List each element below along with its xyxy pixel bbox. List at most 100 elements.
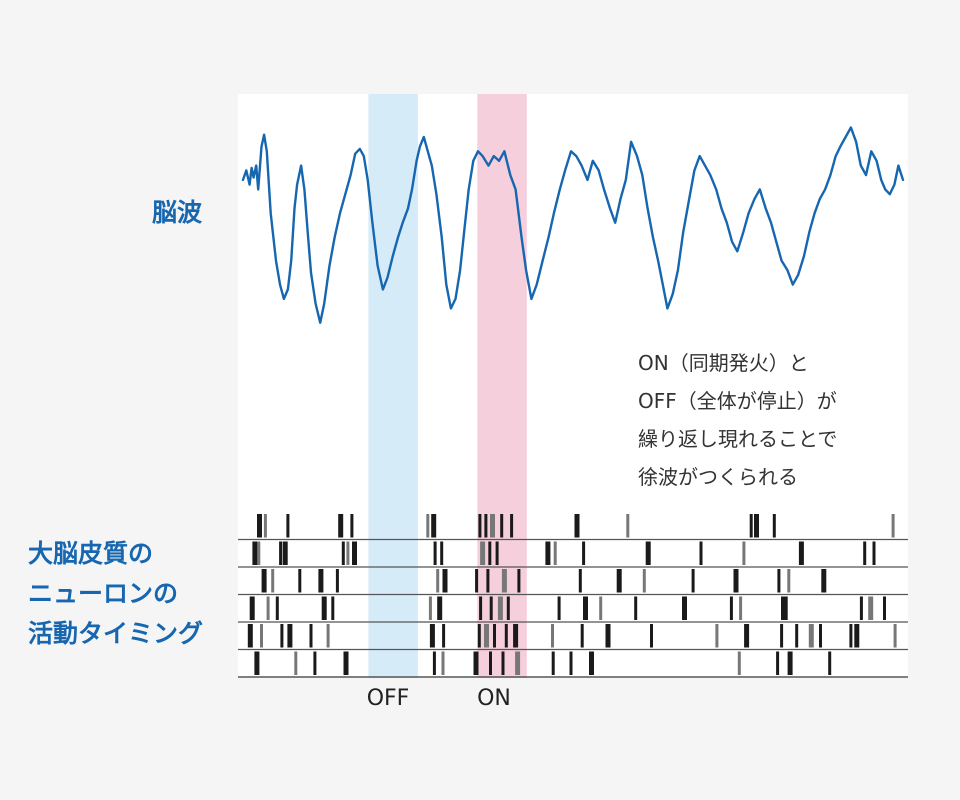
spike-mark	[426, 514, 430, 538]
spike-mark	[872, 541, 876, 565]
spike-mark	[517, 569, 521, 593]
eeg-plot	[241, 126, 905, 324]
spike-mark	[486, 569, 490, 593]
spike-mark	[574, 514, 580, 538]
annotation-line-3: 繰り返し現れることで	[638, 427, 838, 451]
spike-mark	[257, 514, 262, 538]
spike-mark	[313, 651, 317, 675]
spike-mark	[551, 624, 554, 648]
spike-mark	[682, 596, 687, 620]
spike-mark	[350, 514, 354, 538]
spike-mark	[787, 569, 791, 593]
annotation-line-1: ON（同期発火）と	[638, 351, 809, 375]
spike-mark	[247, 624, 253, 648]
spike-mark	[849, 624, 853, 648]
spike-mark	[780, 624, 784, 648]
spike-mark	[275, 596, 279, 620]
off-band-label: OFF	[366, 686, 410, 711]
spike-mark	[777, 569, 781, 593]
spike-mark	[691, 569, 695, 593]
spike-mark	[819, 624, 822, 648]
spike-mark	[650, 624, 653, 648]
spike-mark	[478, 514, 482, 538]
spike-mark	[715, 624, 719, 648]
spike-mark	[551, 651, 555, 675]
spike-mark	[287, 624, 293, 648]
spike-mark	[754, 514, 759, 538]
spike-mark	[338, 514, 344, 538]
eeg-trace	[241, 126, 905, 324]
off-band	[368, 94, 418, 678]
spike-mark	[473, 651, 479, 675]
spike-mark	[515, 651, 521, 675]
spike-mark	[254, 651, 260, 675]
spike-mark	[501, 569, 507, 593]
spike-mark	[583, 596, 588, 620]
spike-mark	[309, 624, 313, 648]
on-band-label: ON	[477, 686, 511, 711]
spike-mark	[480, 541, 486, 565]
spike-mark	[352, 541, 357, 565]
spike-mark	[859, 596, 863, 620]
spike-mark	[589, 651, 594, 675]
spike-mark	[821, 569, 827, 593]
spike-mark	[781, 596, 786, 620]
spike-mark	[578, 569, 582, 593]
spike-mark	[545, 541, 551, 565]
spike-mark	[490, 514, 495, 538]
spike-mark	[737, 651, 741, 675]
spike-mark	[489, 651, 492, 675]
spike-mark	[286, 514, 290, 538]
spike-mark	[280, 624, 284, 648]
spike-mark	[326, 624, 330, 648]
spike-mark	[252, 541, 258, 565]
spike-mark	[893, 624, 897, 648]
spike-mark	[428, 596, 432, 620]
spike-mark	[744, 624, 750, 648]
spike-mark	[440, 541, 444, 565]
neuron-activity-label: 大脳皮質の ニューロンの 活動タイミング	[28, 534, 203, 654]
spike-mark	[742, 541, 746, 565]
spike-mark	[298, 569, 302, 593]
annotation-line-2: OFF（全体が停止）が	[638, 389, 837, 413]
spike-mark	[795, 624, 799, 648]
spike-mark	[776, 651, 780, 675]
spike-mark	[510, 514, 514, 538]
spike-mark	[341, 541, 345, 565]
spike-mark	[335, 569, 339, 593]
eeg-label: 脳波	[152, 198, 203, 227]
annotation-text: ON（同期発火）と OFF（全体が停止）が 繰り返し現れることで 徐波がつくられ…	[638, 344, 837, 496]
spike-mark	[261, 569, 267, 593]
spike-mark	[493, 624, 496, 648]
spike-mark	[331, 596, 335, 620]
annotation-line-4: 徐波がつくられる	[638, 465, 798, 489]
spike-mark	[432, 651, 436, 675]
spike-mark	[260, 624, 263, 648]
spike-mark	[477, 624, 481, 648]
spike-mark	[436, 569, 440, 593]
spike-mark	[279, 541, 283, 565]
spike-mark	[442, 569, 448, 593]
spike-mark	[501, 651, 505, 675]
spike-mark	[891, 514, 895, 538]
spike-mark	[343, 651, 349, 675]
spike-mark	[798, 541, 804, 565]
spike-mark	[854, 624, 860, 648]
spike-mark	[557, 596, 561, 620]
spike-mark	[488, 541, 492, 565]
spike-mark	[318, 569, 324, 593]
spike-mark	[442, 624, 446, 648]
spike-mark	[489, 596, 493, 620]
neuron-label-line-1: 大脳皮質の	[28, 539, 154, 568]
spike-mark	[294, 651, 298, 675]
eeg-panel-background	[238, 94, 908, 678]
spike-mark	[569, 651, 573, 675]
spike-mark	[429, 624, 435, 648]
spike-mark	[346, 541, 350, 565]
spike-mark	[699, 541, 703, 565]
spike-mark	[863, 541, 867, 565]
spike-mark	[787, 651, 793, 675]
spike-mark	[484, 624, 489, 648]
spike-mark	[784, 596, 788, 620]
